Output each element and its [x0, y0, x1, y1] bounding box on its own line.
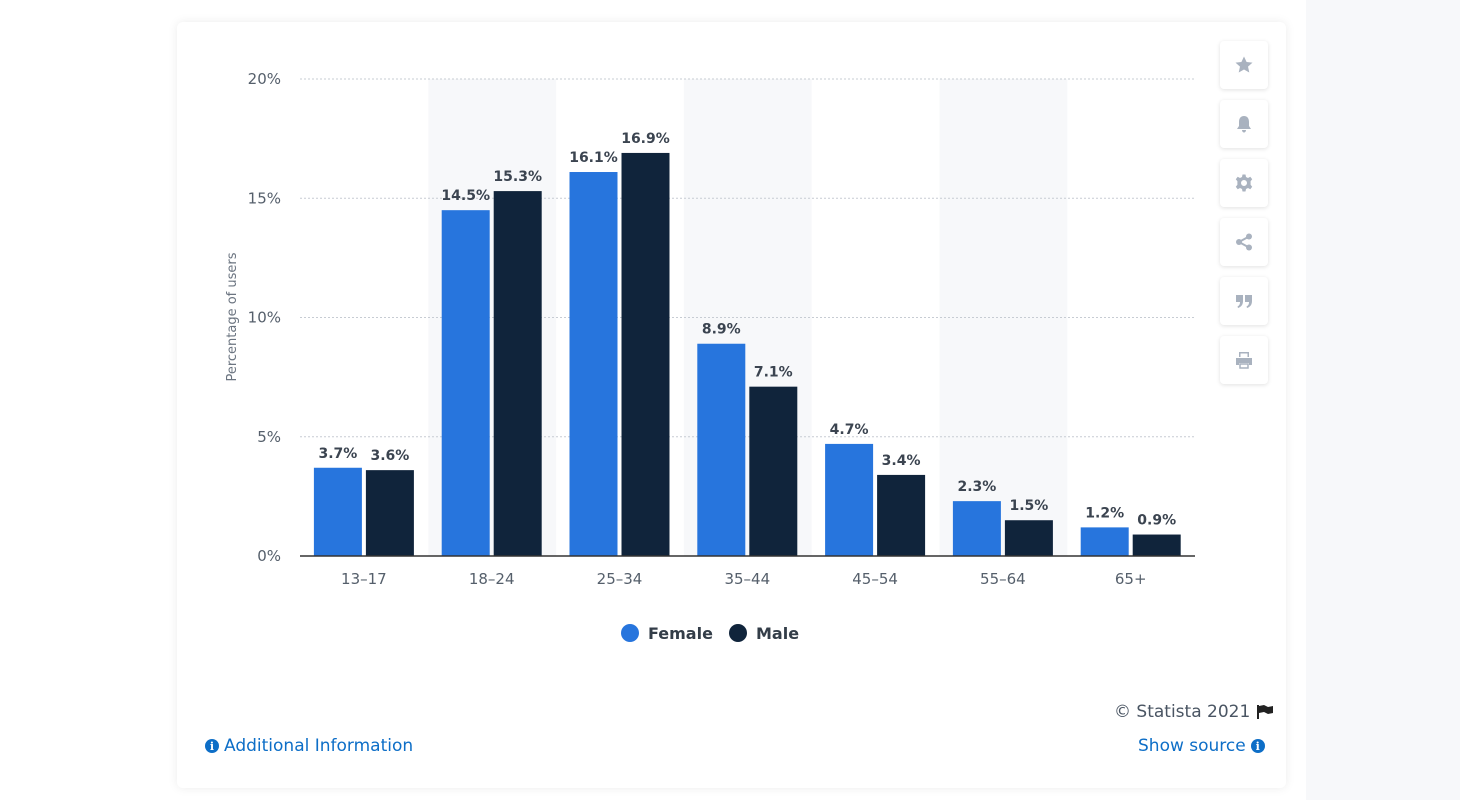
y-tick-label: 10% — [248, 309, 281, 327]
data-label: 3.7% — [318, 446, 357, 462]
bar-female — [569, 172, 618, 556]
bar-female — [697, 343, 746, 556]
data-label: 3.6% — [370, 448, 409, 464]
bar-female — [441, 210, 490, 557]
y-axis-label: Percentage of users — [225, 252, 240, 381]
bar-male — [621, 152, 670, 556]
bar-male — [365, 470, 414, 556]
quote-icon — [1236, 295, 1252, 308]
flag-icon[interactable] — [1256, 704, 1274, 720]
x-tick-label: 13–17 — [341, 570, 387, 588]
y-tick-label: 15% — [248, 189, 281, 207]
data-label: 2.3% — [957, 479, 996, 495]
x-tick-label: 55–64 — [980, 570, 1026, 588]
bar-female — [1080, 527, 1129, 556]
bar-male — [877, 474, 926, 556]
data-label: 16.1% — [569, 150, 618, 166]
legend-label-female: Female — [648, 624, 713, 643]
cite-button[interactable] — [1220, 277, 1268, 325]
gear-icon — [1235, 174, 1253, 192]
y-tick-label: 0% — [257, 547, 281, 565]
bar-male — [1004, 520, 1053, 556]
data-label: 8.9% — [702, 322, 741, 338]
data-label: 1.5% — [1009, 498, 1048, 514]
favorite-button[interactable] — [1220, 41, 1268, 89]
additional-information-label: Additional Information — [224, 736, 414, 756]
show-source-link[interactable]: Show source i — [1138, 736, 1265, 756]
chart-toolbar — [1220, 41, 1268, 395]
copyright-text: © Statista 2021 — [1114, 702, 1251, 722]
data-label: 14.5% — [441, 188, 490, 204]
copyright: © Statista 2021 — [1114, 702, 1274, 722]
settings-button[interactable] — [1220, 159, 1268, 207]
x-tick-label: 65+ — [1115, 570, 1147, 588]
bar-male — [1132, 534, 1181, 556]
print-button[interactable] — [1220, 336, 1268, 384]
data-label: 0.9% — [1137, 513, 1176, 529]
bar-male — [493, 191, 542, 556]
data-label: 16.9% — [621, 131, 670, 147]
y-tick-label: 5% — [257, 428, 281, 446]
bell-icon — [1237, 116, 1251, 133]
data-label: 1.2% — [1085, 505, 1124, 521]
info-icon: i — [205, 739, 219, 753]
x-tick-label: 18–24 — [469, 570, 515, 588]
legend-marker-male — [729, 624, 747, 642]
notification-button[interactable] — [1220, 100, 1268, 148]
bar-male — [749, 386, 798, 556]
x-tick-label: 25–34 — [597, 570, 643, 588]
data-label: 3.4% — [882, 453, 921, 469]
additional-information-link[interactable]: i Additional Information — [205, 736, 413, 756]
bar-female — [825, 443, 874, 556]
x-tick-label: 35–44 — [724, 570, 770, 588]
bar-female — [952, 501, 1001, 556]
data-label: 15.3% — [493, 169, 542, 185]
y-tick-label: 20% — [248, 70, 281, 88]
bar-female — [313, 467, 362, 556]
data-label: 4.7% — [830, 422, 869, 438]
x-tick-label: 45–54 — [852, 570, 898, 588]
star-icon — [1235, 56, 1253, 73]
print-icon — [1236, 352, 1252, 369]
data-label: 7.1% — [754, 365, 793, 381]
show-source-label: Show source — [1138, 736, 1246, 756]
legend-label-male: Male — [756, 624, 799, 643]
legend-marker-female — [621, 624, 639, 642]
share-button[interactable] — [1220, 218, 1268, 266]
info-icon: i — [1250, 739, 1265, 753]
share-icon — [1236, 233, 1252, 251]
